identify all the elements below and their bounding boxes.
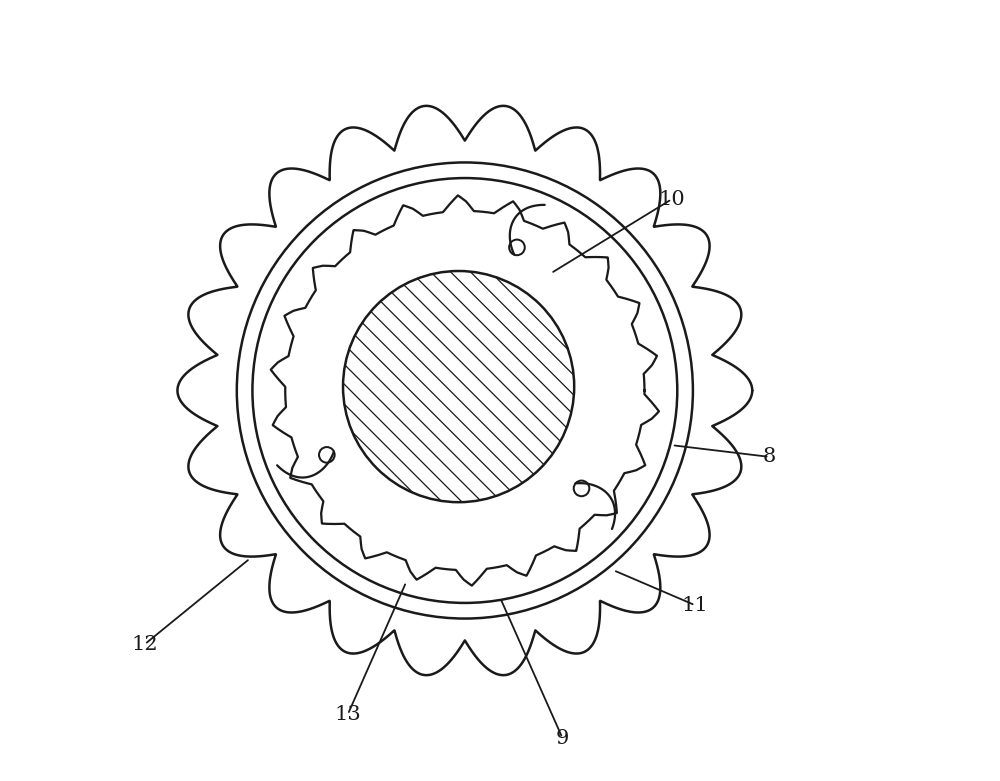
Text: 9: 9 [556,729,569,747]
Text: 11: 11 [682,596,709,615]
Text: 12: 12 [131,635,158,654]
Text: 8: 8 [763,448,776,466]
Text: 13: 13 [334,705,361,724]
Text: 10: 10 [658,190,685,209]
